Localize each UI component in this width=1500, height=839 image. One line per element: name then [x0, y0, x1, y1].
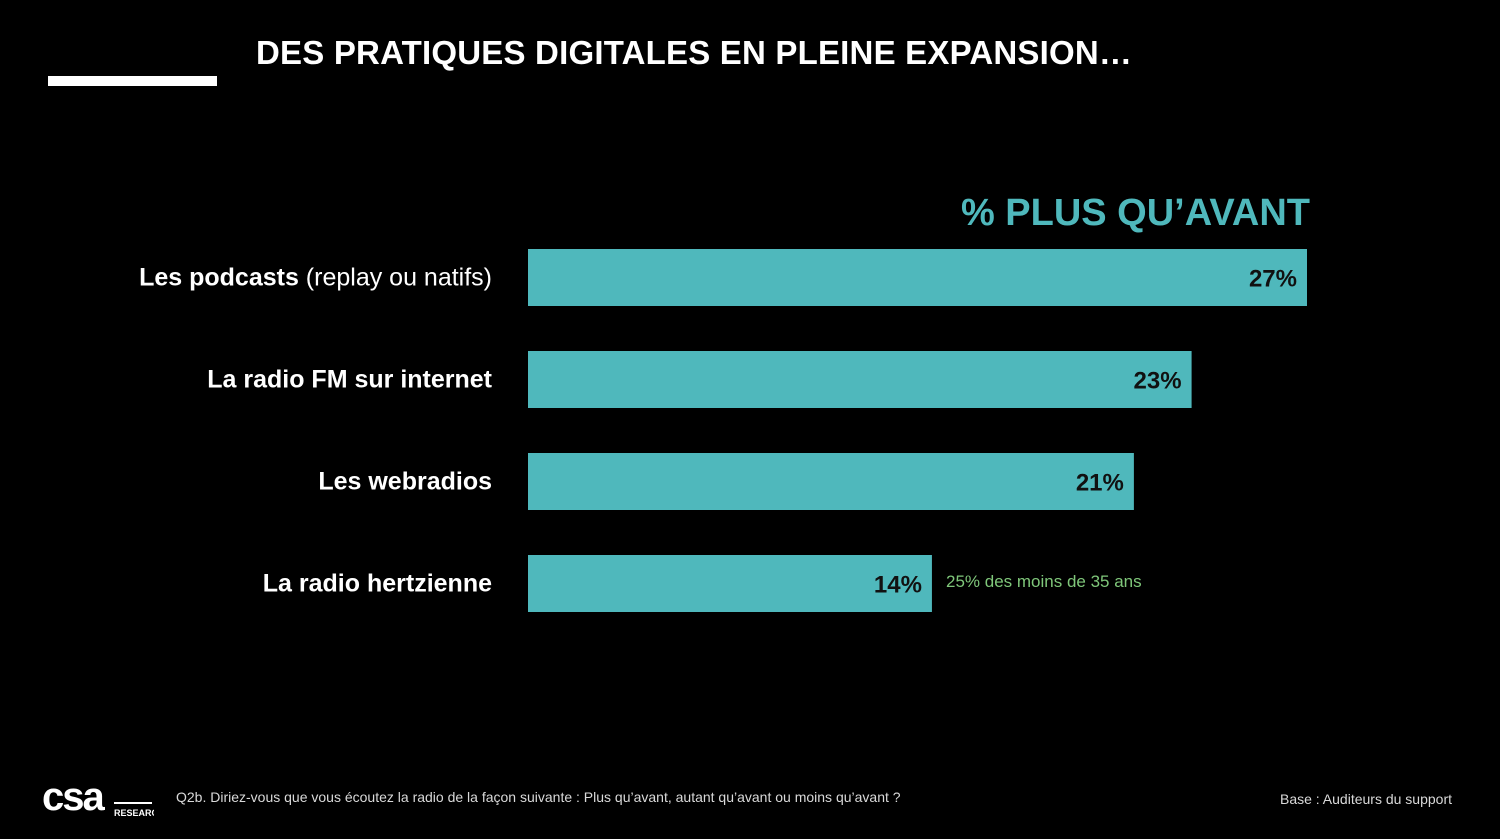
bar-value-label-2: 23% — [1134, 368, 1182, 395]
csa-research-logo: csa RESEARCH — [42, 778, 154, 818]
bar-value-label-1: 27% — [1249, 266, 1297, 293]
category-label-1: Les podcasts (replay ou natifs) — [139, 263, 492, 291]
bar-4 — [528, 555, 932, 612]
bar-value-label-3: 21% — [1076, 470, 1124, 497]
sample-base: Base : Auditeurs du support — [1280, 791, 1452, 807]
svg-text:RESEARCH: RESEARCH — [114, 808, 154, 818]
category-label-4: La radio hertzienne — [262, 569, 492, 597]
bar-1 — [528, 249, 1307, 306]
survey-question: Q2b. Diriez-vous que vous écoutez la rad… — [176, 789, 901, 805]
category-label-3: Les webradios — [318, 467, 492, 495]
slide-title: DES PRATIQUES DIGITALES EN PLEINE EXPANS… — [256, 34, 1133, 71]
bar-3 — [528, 453, 1134, 510]
hertzienne-annotation: 25% des moins de 35 ans — [946, 572, 1142, 591]
chart-title: % PLUS QU’AVANT — [960, 192, 1310, 234]
svg-text:csa: csa — [42, 778, 105, 818]
title-underline — [48, 76, 217, 86]
bar-2 — [528, 351, 1192, 408]
category-label-2: La radio FM sur internet — [207, 365, 492, 393]
bar-value-label-4: 14% — [874, 572, 922, 599]
